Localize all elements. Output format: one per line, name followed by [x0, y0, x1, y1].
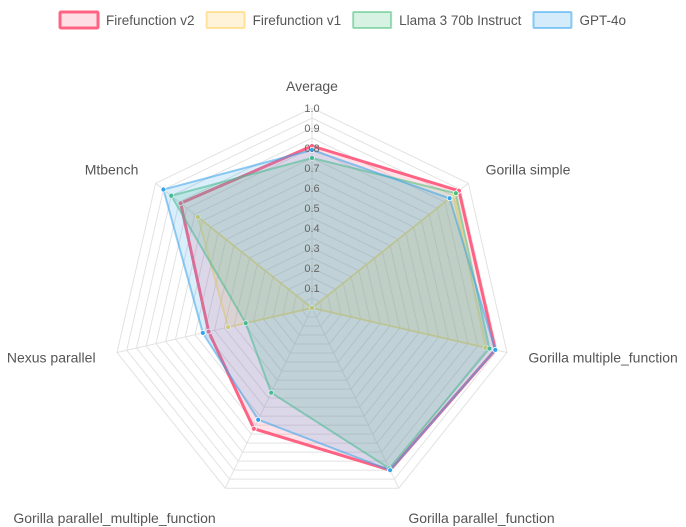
series-layer: [160, 143, 499, 474]
tick-label: 0.6: [304, 183, 319, 195]
grid-ring: [213, 207, 411, 399]
grid-ring: [262, 257, 362, 354]
point-llama-3-70b-instruct-nexus-parallel[interactable]: [242, 320, 249, 327]
legend-swatch: [58, 10, 100, 30]
tick-label: 0.2: [304, 263, 319, 275]
point-gpt-4o-average[interactable]: [309, 147, 315, 153]
axis-label-gorilla-multiple-function: Gorilla multiple_function: [528, 349, 677, 365]
axis-label-gorilla-simple: Gorilla simple: [486, 162, 571, 178]
axis-label-mtbench: Mtbench: [85, 162, 139, 178]
axis-labels: 0.1 0.2 0.3 0.4 0.5 0.6 0.7 0.8 0.9 1.0 Average Gor…: [7, 78, 678, 526]
series-gpt-4o: [160, 147, 499, 474]
point-gpt-4o-gorilla-parallel-multiple-function[interactable]: [255, 416, 262, 423]
legend-label: Firefunction v1: [253, 13, 342, 28]
grid-ring: [204, 197, 420, 408]
grid-ring: [291, 287, 333, 327]
legend-swatch: [205, 11, 246, 29]
legend-item-firefunction-v1[interactable]: Firefunction v1: [205, 11, 342, 29]
point-firefunction-v2-mtbench[interactable]: [177, 200, 184, 207]
series-llama-3-70b-instruct: [168, 155, 493, 472]
axis-label-gorilla-parallel-multiple-function: Gorilla parallel_multiple_function: [13, 510, 215, 526]
axis-label-gorilla-parallel-function: Gorilla parallel_function: [408, 510, 554, 526]
grid-ring: [223, 217, 401, 390]
spoke-gorilla-parallel-multiple-function: [224, 307, 313, 489]
series-area-llama-3-70b-instruct: [170, 157, 491, 470]
legend-label: GPT-4o: [579, 13, 626, 28]
axis-label-nexus-parallel: Nexus parallel: [7, 349, 96, 365]
grid-ring: [282, 277, 342, 336]
point-gpt-4o-nexus-parallel[interactable]: [199, 330, 206, 336]
legend: Firefunction v2 Firefunction v1 Llama 3 70…: [58, 10, 626, 30]
grid-ring: [301, 297, 323, 318]
series-area-gpt-4o: [162, 149, 497, 472]
tick-label: 1.0: [304, 103, 319, 115]
tick-label: 0.1: [304, 283, 319, 295]
point-llama-3-70b-instruct-gorilla-multiple-function[interactable]: [486, 345, 493, 352]
point-gpt-4o-gorilla-multiple-function[interactable]: [492, 346, 499, 353]
point-llama-3-70b-instruct-gorilla-simple[interactable]: [452, 190, 459, 197]
grid-ring: [233, 227, 391, 381]
grid-ring: [194, 187, 430, 417]
series-area-firefunction-v2: [179, 144, 497, 472]
point-firefunction-v2-nexus-parallel[interactable]: [205, 328, 212, 335]
tick-label: 0.5: [304, 203, 319, 215]
spoke-gorilla-parallel-function: [311, 307, 400, 489]
grid-ring: [155, 147, 469, 453]
grid-ring: [116, 107, 508, 489]
legend-label: Llama 3 70b Instruct: [399, 13, 522, 28]
tick-label: 0.9: [304, 123, 319, 135]
point-gpt-4o-mtbench[interactable]: [160, 186, 167, 193]
legend-item-llama-3-70b-instruct[interactable]: Llama 3 70b Instruct: [352, 11, 522, 29]
legend-label: Firefunction v2: [106, 13, 195, 28]
point-gpt-4o-gorilla-simple[interactable]: [446, 195, 453, 202]
tick-label: 0.7: [304, 163, 319, 175]
tick-label: 0.4: [304, 223, 319, 235]
legend-item-gpt-4o[interactable]: GPT-4o: [532, 11, 626, 29]
point-firefunction-v1-nexus-parallel[interactable]: [225, 324, 232, 331]
point-firefunction-v2-gorilla-parallel-multiple-function[interactable]: [250, 425, 257, 432]
point-gpt-4o-gorilla-parallel-function[interactable]: [387, 467, 393, 474]
axis-label-average: Average: [286, 78, 338, 94]
grid-ring: [135, 127, 489, 471]
point-llama-3-70b-instruct-mtbench[interactable]: [168, 192, 175, 199]
tick-label: 0.8: [304, 143, 319, 155]
point-firefunction-v1-gorilla-parallel-multiple-function[interactable]: [309, 305, 315, 311]
grid-ring: [126, 117, 498, 480]
point-llama-3-70b-instruct-average[interactable]: [309, 155, 315, 161]
legend-swatch: [532, 11, 573, 29]
grid-ring: [272, 267, 352, 345]
legend-swatch: [352, 11, 393, 29]
legend-item-firefunction-v2[interactable]: Firefunction v2: [58, 10, 195, 30]
tick-label: 0.3: [304, 243, 319, 255]
grid-ring: [165, 157, 459, 444]
point-llama-3-70b-instruct-gorilla-parallel-multiple-function[interactable]: [268, 389, 275, 396]
grid-ring: [252, 247, 372, 363]
point-firefunction-v1-mtbench[interactable]: [194, 214, 201, 220]
grid-ring: [243, 237, 381, 372]
